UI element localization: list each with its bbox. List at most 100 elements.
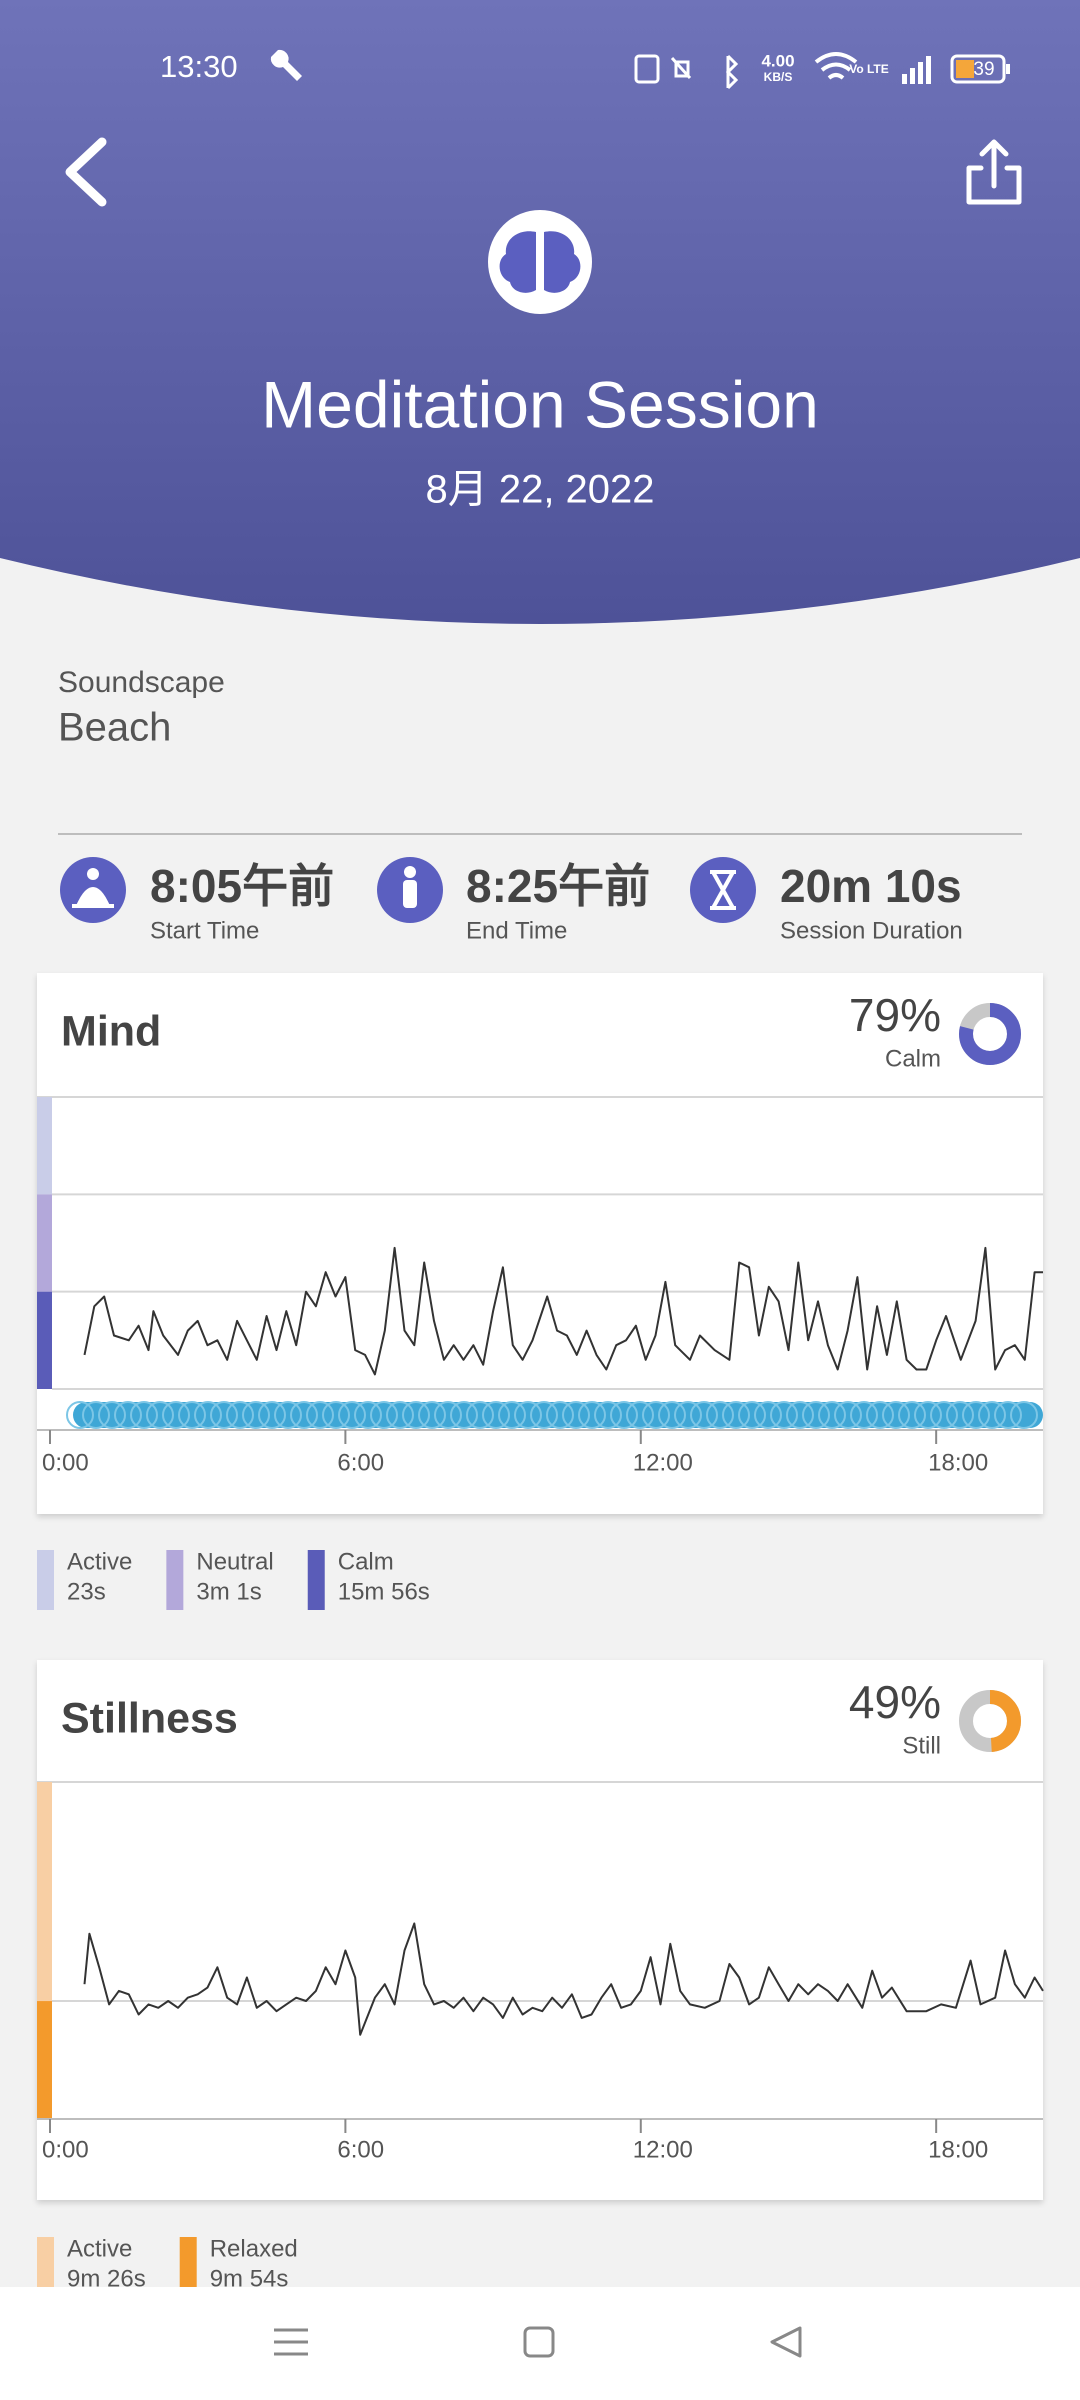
activity-marker — [706, 1401, 734, 1429]
activity-marker — [818, 1401, 846, 1429]
activity-marker — [274, 1401, 302, 1429]
activity-marker — [210, 1401, 238, 1429]
activity-marker — [882, 1401, 910, 1429]
activity-marker — [482, 1401, 510, 1429]
activity-marker — [498, 1401, 526, 1429]
end-time-label: End Time — [466, 917, 567, 944]
volte: Vo LTE — [849, 62, 889, 76]
activity-marker — [258, 1401, 286, 1429]
legend-name: Active — [67, 1548, 132, 1575]
donut-arc — [959, 1003, 1021, 1065]
legend-swatch — [166, 1550, 184, 1610]
back-button[interactable] — [65, 137, 107, 207]
start-time: 8:05午前 — [150, 860, 334, 912]
percent: 79% — [849, 989, 941, 1041]
x-tick-label: 0:00 — [42, 2136, 89, 2163]
activity-marker — [850, 1401, 878, 1429]
activity-marker — [178, 1401, 206, 1429]
activity-marker — [690, 1401, 718, 1429]
percent: 49% — [849, 1676, 941, 1728]
activity-marker — [402, 1401, 430, 1429]
activity-marker — [98, 1401, 126, 1429]
activity-marker — [194, 1401, 222, 1429]
session-duration-label: Session Duration — [780, 917, 963, 944]
start-time-label: Start Time — [150, 917, 259, 944]
activity-marker — [722, 1401, 750, 1429]
menu-button[interactable] — [274, 2328, 308, 2356]
x-tick-label: 12:00 — [633, 2136, 693, 2163]
activity-marker — [834, 1401, 862, 1429]
net-speed: 4.00 — [761, 51, 794, 70]
activity-marker — [914, 1401, 942, 1429]
activity-marker — [66, 1401, 94, 1429]
activity-marker — [594, 1401, 622, 1429]
trace-line — [83, 1246, 1043, 1376]
activity-marker — [930, 1401, 958, 1429]
activity-marker — [546, 1401, 574, 1429]
activity-marker — [450, 1401, 478, 1429]
activity-marker — [658, 1401, 686, 1429]
cards: Mind 79% Calm 0:00 6:00 12:00 18:00 Active 23s Ne… — [37, 973, 1044, 2297]
battery-level: 39 — [973, 59, 994, 80]
activity-marker — [978, 1401, 1006, 1429]
legend-name: Active — [67, 2235, 132, 2262]
activity-marker — [610, 1401, 638, 1429]
activity-marker — [770, 1401, 798, 1429]
donut-arc — [959, 1690, 1021, 1752]
legend-name: Relaxed — [210, 2235, 298, 2262]
activity-marker — [1010, 1401, 1038, 1429]
activity-marker — [530, 1401, 558, 1429]
activity-marker — [898, 1401, 926, 1429]
band-strip — [37, 2001, 52, 2119]
activity-marker — [114, 1401, 142, 1429]
end-time: 8:25午前 — [466, 860, 650, 912]
activity-marker — [306, 1401, 334, 1429]
activity-marker — [354, 1401, 382, 1429]
legend-swatch — [179, 2237, 197, 2297]
session-title: Meditation Session — [261, 367, 819, 441]
legend-duration: 23s — [67, 1578, 106, 1605]
activity-marker — [786, 1401, 814, 1429]
activity-marker — [290, 1401, 318, 1429]
activity-marker — [626, 1401, 654, 1429]
session-duration: 20m 10s — [780, 860, 962, 912]
activity-marker — [322, 1401, 350, 1429]
activity-marker — [418, 1401, 446, 1429]
activity-marker — [674, 1401, 702, 1429]
legend-swatch — [37, 1550, 54, 1610]
activity-marker — [994, 1401, 1022, 1429]
card-title: Stillness — [61, 1694, 238, 1742]
activity-marker — [642, 1401, 670, 1429]
session-date: 8月 22, 2022 — [425, 468, 654, 512]
share-button[interactable] — [966, 139, 1022, 205]
x-tick-label: 12:00 — [633, 1449, 693, 1476]
percent-caption: Calm — [885, 1045, 941, 1072]
legend-swatch — [37, 2237, 54, 2297]
activity-marker — [962, 1401, 990, 1429]
legend-name: Neutral — [196, 1548, 273, 1575]
x-tick-label: 0:00 — [42, 1449, 89, 1476]
band-strip — [37, 1194, 52, 1292]
activity-marker — [226, 1401, 254, 1429]
soundscape-value: Beach — [58, 706, 171, 750]
status-time: 13:30 — [160, 49, 238, 84]
band-strip — [37, 1782, 52, 2002]
end-icon — [377, 857, 443, 923]
back-nav-button[interactable] — [770, 2326, 802, 2358]
activity-marker — [434, 1401, 462, 1429]
activity-marker — [578, 1401, 606, 1429]
activity-marker — [562, 1401, 590, 1429]
trace-line — [83, 1922, 1044, 2036]
activity-marker — [82, 1401, 110, 1429]
activity-marker — [866, 1401, 894, 1429]
x-tick-label: 18:00 — [928, 1449, 988, 1476]
soundscape-label: Soundscape — [58, 666, 225, 699]
home-button[interactable] — [523, 2326, 555, 2358]
activity-marker — [130, 1401, 158, 1429]
navigation-bar — [0, 2287, 1080, 2400]
activity-marker — [370, 1401, 398, 1429]
x-tick-label: 6:00 — [337, 1449, 384, 1476]
activity-marker — [146, 1401, 174, 1429]
